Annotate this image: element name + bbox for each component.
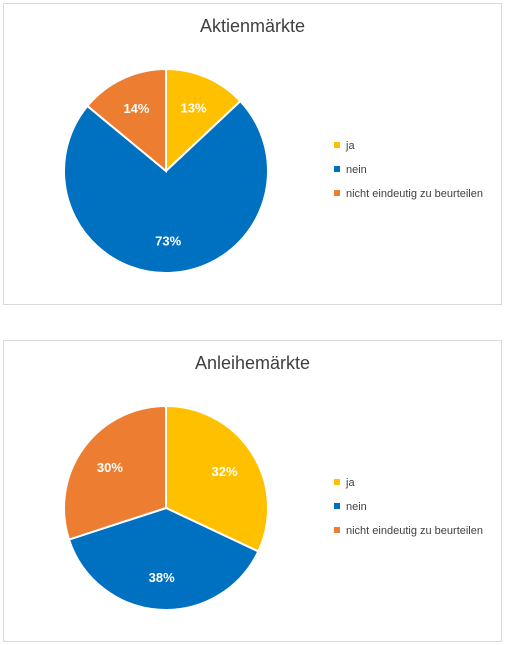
chart-panel-anleihemaerkte: Anleihemärkte 32% 38% 30% ja nein nicht ei… — [3, 340, 502, 642]
legend-item-nein: nein — [334, 501, 367, 513]
legend-item-nein: nein — [334, 164, 367, 176]
pie-slice-nicht-eindeutig — [63, 404, 167, 541]
pie-chart-aktienmaerkte: 13% 73% 14% — [63, 67, 269, 274]
legend-swatch — [334, 527, 340, 534]
pie-chart-anleihemaerkte: 32% 38% 30% — [63, 404, 269, 611]
legend-swatch — [334, 479, 340, 486]
legend-item-ja: ja — [334, 477, 355, 489]
legend-swatch — [334, 166, 340, 173]
chart-panel-aktienmaerkte: Aktienmärkte 13% 73% 14% ja nein nicht ein… — [3, 3, 502, 305]
pie-slice-nicht-eindeutig — [85, 67, 167, 174]
pie-slice-ja — [165, 404, 269, 553]
pie-slice-nein — [63, 99, 269, 274]
pie-slice-nein — [67, 506, 260, 611]
legend-swatch — [334, 190, 340, 197]
legend-swatch — [334, 142, 340, 149]
legend-item-ja: ja — [334, 140, 355, 152]
data-label-nein: 73% — [155, 233, 181, 248]
legend-swatch — [334, 503, 340, 510]
legend-item-nicht-eindeutig: nicht eindeutig zu beurteilen — [334, 188, 483, 200]
legend-item-nicht-eindeutig: nicht eindeutig zu beurteilen — [334, 525, 483, 537]
data-label-nicht-eindeutig: 30% — [97, 460, 123, 475]
pie-slice-ja — [165, 67, 242, 174]
data-label-nein: 38% — [149, 570, 175, 585]
data-label-ja: 13% — [181, 100, 207, 115]
data-label-ja: 32% — [212, 464, 238, 479]
chart-title: Aktienmärkte — [199, 16, 306, 36]
data-label-nicht-eindeutig: 14% — [123, 101, 149, 116]
chart-title: Anleihemärkte — [194, 353, 311, 373]
